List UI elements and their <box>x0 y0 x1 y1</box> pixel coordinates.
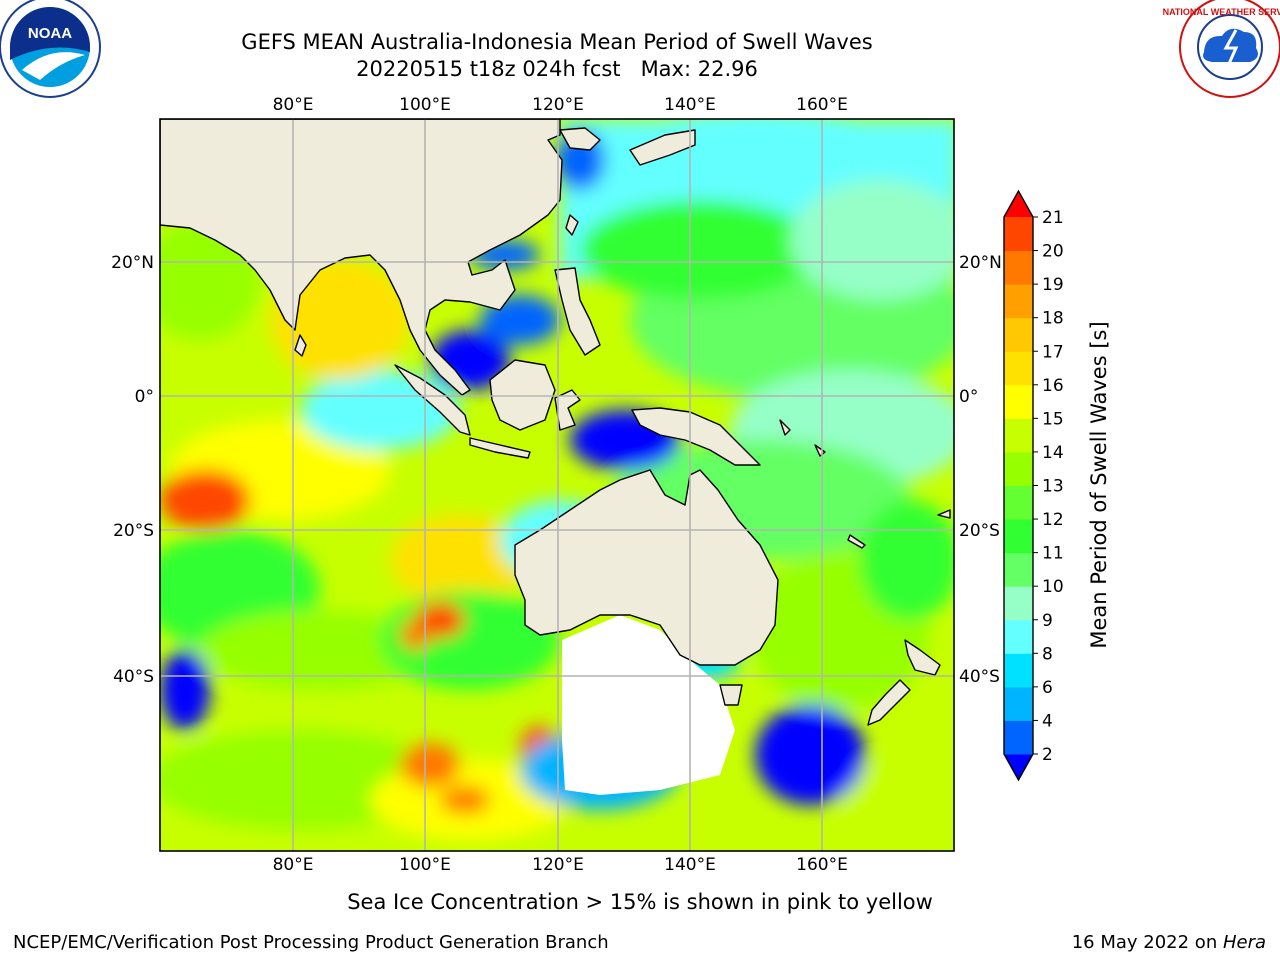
lon-tick-bottom: 160°E <box>796 855 848 875</box>
colorbar-bin <box>1004 552 1033 587</box>
lon-tick-top: 80°E <box>273 95 314 115</box>
colorbar-bin <box>1004 217 1033 252</box>
credit-right: 16 May 2022 on Hera <box>1072 932 1266 953</box>
lat-tick-right: 0° <box>959 387 978 407</box>
colorbar-tick-label: 19 <box>1042 275 1064 295</box>
lat-ticks-left: 20°N 0° 20°S 40°S <box>111 253 154 687</box>
colorbar-extend-low <box>1004 754 1033 780</box>
colorbar-tick-label: 18 <box>1042 309 1064 329</box>
colorbar-bin <box>1004 686 1033 721</box>
colorbar-bin <box>1004 284 1033 319</box>
colorbar-tick-label: 14 <box>1042 443 1064 463</box>
map-frame <box>159 118 955 852</box>
credit-left: NCEP/EMC/Verification Post Processing Pr… <box>13 932 609 953</box>
lat-tick-right: 40°S <box>959 667 1000 687</box>
colorbar-tick-label: 8 <box>1042 644 1053 664</box>
colorbar-tick-label: 4 <box>1042 711 1053 731</box>
nws-logo-text: NATIONAL WEATHER SERVICE <box>1163 7 1280 17</box>
credit-date: 16 May 2022 on <box>1071 932 1223 953</box>
lon-ticks-bottom: 80°E 100°E 120°E 140°E 160°E <box>273 855 848 875</box>
colorbar-tick-label: 9 <box>1042 611 1053 631</box>
lat-ticks-right: 20°N 0° 20°S 40°S <box>959 253 1002 687</box>
lat-tick-left: 40°S <box>113 667 154 687</box>
noaa-logo-text: NOAA <box>28 25 72 42</box>
chart-subtitle: 20220515 t18z 024h fcst Max: 22.96 <box>356 57 758 81</box>
colorbar-tick-label: 6 <box>1042 678 1053 698</box>
lat-tick-left: 20°N <box>111 253 154 273</box>
lon-tick-top: 120°E <box>532 95 584 115</box>
colorbar: 2 4 6 8 9 10 11 12 13 14 15 16 17 18 19 20 21 <box>1003 189 1064 782</box>
colorbar-bin <box>1004 586 1033 621</box>
noaa-logo: NOAA <box>0 0 101 98</box>
lat-tick-left: 20°S <box>113 521 154 541</box>
lon-tick-top: 140°E <box>664 95 716 115</box>
land-areas <box>160 119 951 726</box>
colorbar-tick-label: 2 <box>1042 745 1053 765</box>
colorbar-bin <box>1004 384 1033 419</box>
colorbar-bin <box>1004 351 1033 386</box>
lon-ticks-top: 80°E 100°E 120°E 140°E 160°E <box>273 95 848 115</box>
lon-tick-top: 100°E <box>399 95 451 115</box>
colorbar-bin <box>1004 418 1033 453</box>
colorbar-tick-label: 16 <box>1042 376 1064 396</box>
colorbar-bin <box>1004 317 1033 352</box>
lat-tick-right: 20°S <box>959 521 1000 541</box>
colorbar-tick-label: 12 <box>1042 510 1064 530</box>
colorbar-label: Mean Period of Swell Waves [s] <box>1087 321 1111 648</box>
colorbar-tick-label: 13 <box>1042 477 1064 497</box>
colorbar-tick-label: 21 <box>1042 208 1064 228</box>
lon-tick-bottom: 140°E <box>664 855 716 875</box>
lon-tick-bottom: 100°E <box>399 855 451 875</box>
colorbar-bin <box>1004 451 1033 486</box>
map-gridlines <box>160 119 954 851</box>
colorbar-bin <box>1004 720 1033 755</box>
colorbar-tick-label: 11 <box>1042 544 1064 564</box>
lon-tick-bottom: 120°E <box>532 855 584 875</box>
lat-tick-right: 20°N <box>959 253 1002 273</box>
lat-tick-left: 0° <box>135 387 154 407</box>
lon-tick-bottom: 80°E <box>273 855 314 875</box>
nws-logo: NATIONAL WEATHER SERVICE <box>1163 0 1280 98</box>
colorbar-bin <box>1004 619 1033 654</box>
swell-period-field <box>160 119 954 851</box>
colorbar-bin <box>1004 485 1033 520</box>
colorbar-bin <box>1004 653 1033 688</box>
credit-host: Hera <box>1222 932 1266 953</box>
colorbar-tick-label: 20 <box>1042 242 1064 262</box>
sea-ice-mask <box>562 615 735 795</box>
footnote: Sea Ice Concentration > 15% is shown in … <box>347 890 933 914</box>
colorbar-bin <box>1004 519 1033 554</box>
colorbar-extend-high <box>1004 191 1033 217</box>
colorbar-bin <box>1004 250 1033 285</box>
colorbar-tick-label: 10 <box>1042 577 1064 597</box>
chart-title: GEFS MEAN Australia-Indonesia Mean Perio… <box>241 30 873 54</box>
colorbar-tick-label: 17 <box>1042 342 1064 362</box>
colorbar-tick-label: 15 <box>1042 409 1064 429</box>
lon-tick-top: 160°E <box>796 95 848 115</box>
